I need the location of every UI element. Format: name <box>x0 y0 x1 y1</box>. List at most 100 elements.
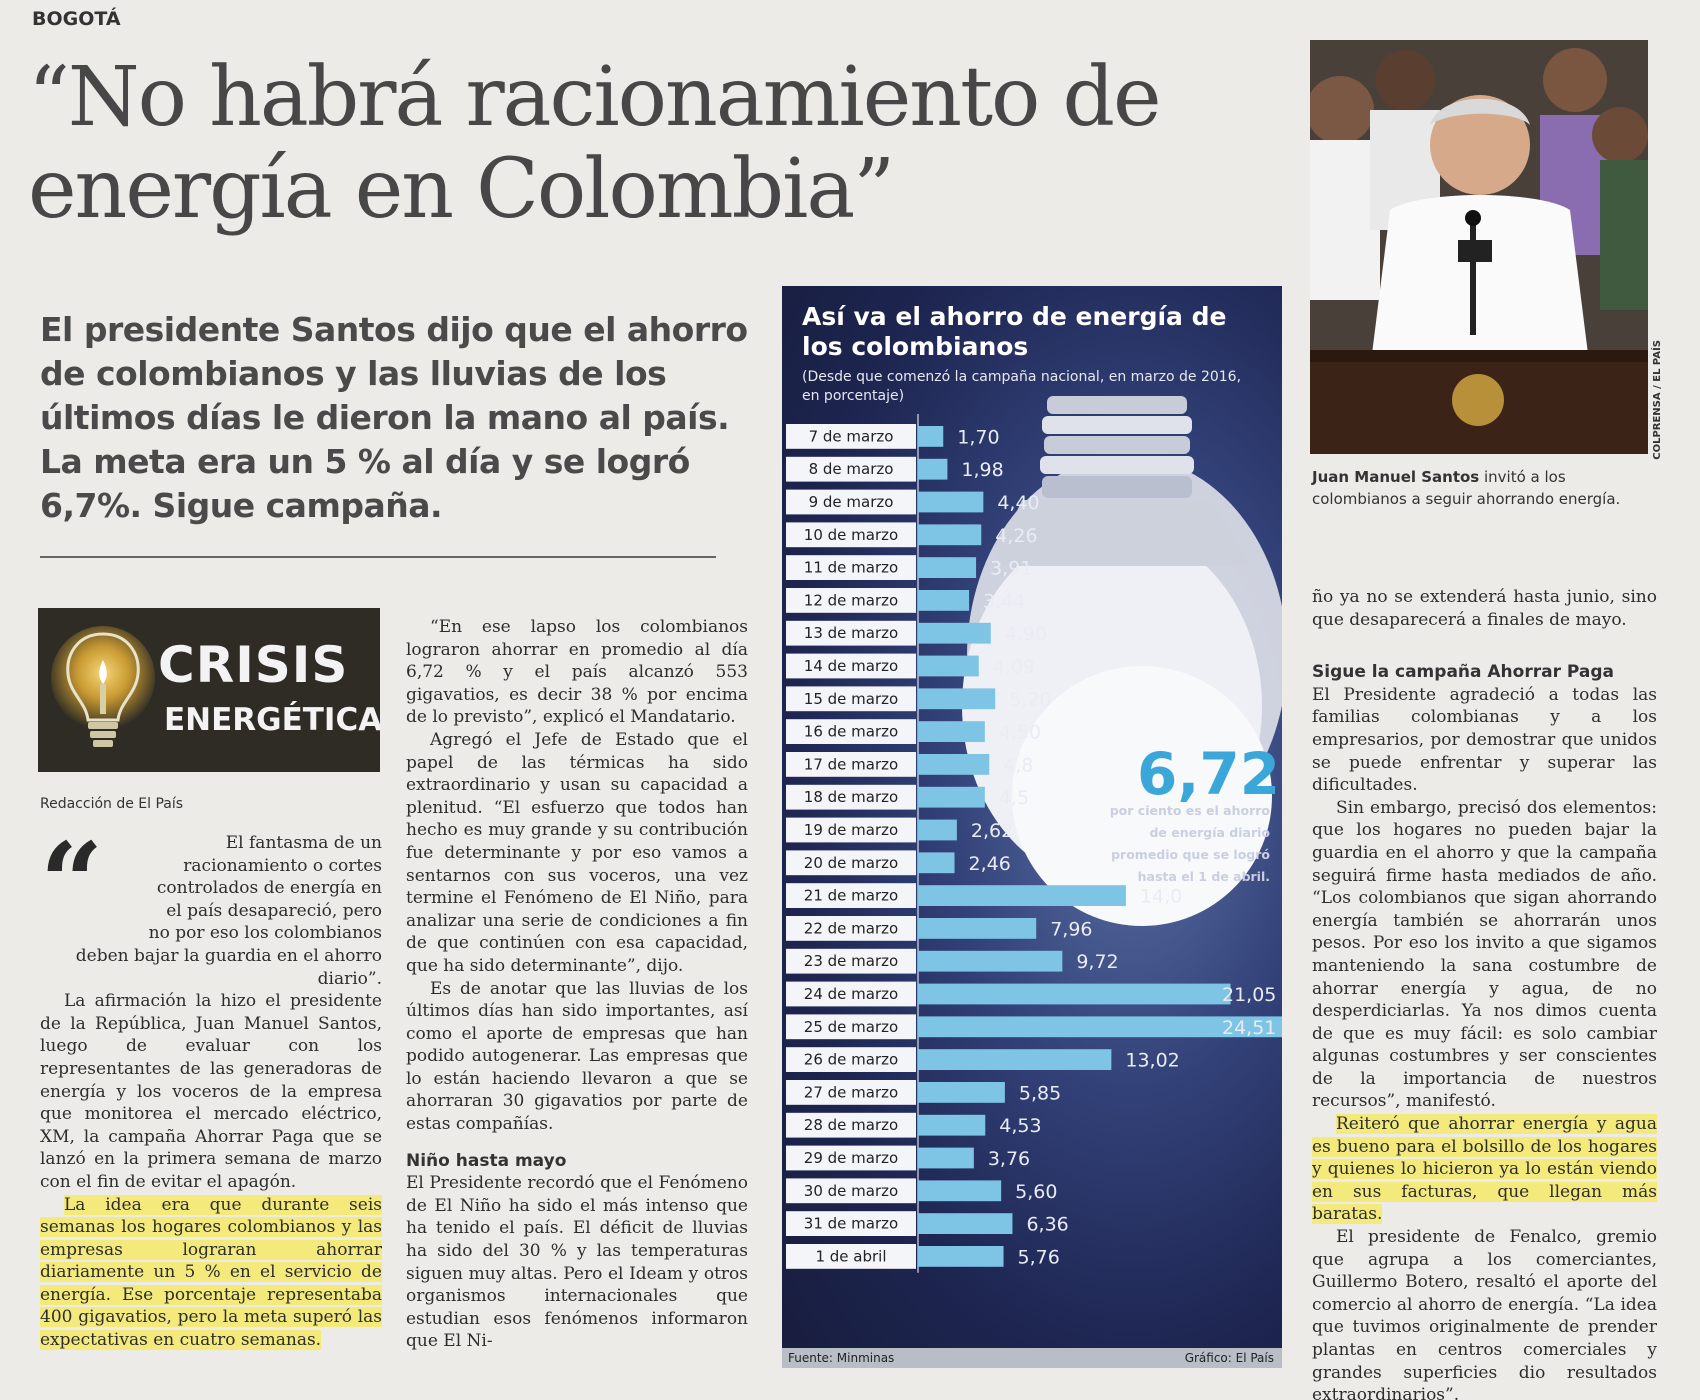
highlighted-paragraph: Reiteró que ahorrar energía y agua es bu… <box>1312 1114 1657 1225</box>
source-label: Fuente: Minminas <box>788 1351 895 1365</box>
photo-santos <box>1310 40 1648 454</box>
category-label-box <box>786 1244 916 1269</box>
average-description: por ciento es el ahorro de energía diari… <box>1109 803 1270 884</box>
value-label: 2,62 <box>971 820 1013 842</box>
bar <box>918 819 957 841</box>
category-label-box <box>786 916 916 941</box>
category-label-box <box>786 424 916 449</box>
category-label-box <box>786 1145 916 1171</box>
category-label-box <box>786 719 916 744</box>
bar <box>918 688 996 710</box>
value-label: 2,46 <box>969 853 1011 875</box>
paragraph: Agregó el Jefe de Estado que el papel de… <box>406 729 748 976</box>
bulb-illustration <box>962 396 1282 926</box>
value-label: 4,40 <box>997 492 1039 514</box>
average-value: 6,72 <box>1137 740 1281 808</box>
caption-name: Juan Manuel Santos <box>1312 468 1480 486</box>
crisis-title: CRISIS <box>158 636 349 694</box>
category-label-box <box>786 588 916 613</box>
category-label-box <box>786 1014 916 1040</box>
value-label: 1,70 <box>957 426 999 448</box>
column-1: “ El fantasma de un racionamiento o cort… <box>40 818 382 1352</box>
category-label-box <box>786 620 916 646</box>
bar <box>918 426 944 447</box>
value-label: 5,60 <box>1015 1181 1057 1203</box>
category-label-box <box>786 489 916 515</box>
category-label: 30 de marzo <box>804 1182 898 1200</box>
caption-text: invitó a los colombianos a seguir ahorra… <box>1312 468 1621 508</box>
category-label-box <box>786 1112 916 1138</box>
category-label-box <box>786 686 916 712</box>
category-label-box <box>786 817 916 843</box>
category-label: 14 de marzo <box>804 657 898 675</box>
column-3: ño ya no se extenderá hasta junio, sino … <box>1312 586 1657 1400</box>
section-subtitle: Niño hasta mayo <box>406 1150 567 1171</box>
bar <box>918 1213 1013 1234</box>
category-label-box <box>786 653 916 679</box>
value-label: 4,09 <box>993 656 1035 678</box>
value-label: 4,26 <box>995 525 1037 547</box>
bar <box>918 622 991 644</box>
category-label: 16 de marzo <box>804 723 898 741</box>
category-label: 11 de marzo <box>804 559 898 577</box>
value-label: 4,90 <box>1005 623 1047 645</box>
bar <box>918 1147 974 1169</box>
bar <box>918 1246 1004 1267</box>
category-label-box <box>786 1080 916 1105</box>
photo-caption: Juan Manuel Santos invitó a los colombia… <box>1312 466 1652 510</box>
paragraph: ño ya no se extenderá hasta junio, sino … <box>1312 587 1657 630</box>
paragraph: La afirmación la hizo el presidente de l… <box>40 991 382 1192</box>
bar <box>918 491 984 513</box>
value-label: 4,50 <box>999 722 1041 744</box>
bar <box>918 458 948 480</box>
category-label: 24 de marzo <box>804 985 898 1003</box>
category-label: 21 de marzo <box>804 887 898 905</box>
section-subtitle: Sigue la campaña Ahorrar Paga <box>1312 662 1614 683</box>
value-label: 4,5 <box>999 787 1029 809</box>
bar <box>918 786 985 808</box>
headline: “No habrá racionamiento de energía en Co… <box>28 50 1161 237</box>
category-label: 27 de marzo <box>804 1083 898 1101</box>
bar <box>918 754 990 775</box>
lead-paragraph: El fantasma de un racionamiento o cortes… <box>75 833 382 989</box>
category-label: 31 de marzo <box>804 1215 898 1233</box>
value-label: 3,91 <box>990 558 1032 580</box>
category-label: 22 de marzo <box>804 919 898 937</box>
bar <box>918 1114 986 1136</box>
value-label: 14,0 <box>1140 886 1182 908</box>
category-label-box <box>786 1047 916 1072</box>
category-label: 15 de marzo <box>804 690 898 708</box>
crisis-logo: CRISIS ENERGÉTICA <box>38 608 380 772</box>
paragraph: El Presidente agradeció a todas las fami… <box>1312 684 1657 796</box>
value-label: 1,98 <box>961 459 1003 481</box>
bar <box>918 1049 1112 1070</box>
bar <box>918 524 982 546</box>
category-label: 12 de marzo <box>804 591 898 609</box>
photo-illustration <box>1310 40 1648 454</box>
category-label-box <box>786 555 916 580</box>
value-label: 3,76 <box>988 1148 1030 1170</box>
divider <box>40 556 716 558</box>
value-label: 5,76 <box>1018 1246 1060 1268</box>
byline: Redacción de El País <box>40 796 184 812</box>
infographic: 7 de marzo 1,70 8 de marzo 1,98 9 de marzo 4,… <box>782 286 1282 1368</box>
quote-mark-icon: “ <box>40 818 104 947</box>
category-label-box <box>786 784 916 810</box>
value-label: 21,05 <box>1222 984 1276 1006</box>
category-label: 7 de marzo <box>809 427 894 445</box>
bar <box>918 557 977 578</box>
category-label-box <box>786 456 916 482</box>
bar <box>918 852 955 874</box>
category-label: 19 de marzo <box>804 821 898 839</box>
bar <box>918 1016 1282 1038</box>
lightbulb-icon <box>51 626 155 747</box>
infographic-title: Así va el ahorro de energía de los colom… <box>802 302 1227 361</box>
section-tag: BOGOTÁ <box>32 8 121 30</box>
category-label: 10 de marzo <box>804 526 898 544</box>
bar <box>918 983 1231 1005</box>
highlighted-paragraph: La idea era que durante seis semanas los… <box>40 1194 382 1351</box>
category-label: 28 de marzo <box>804 1116 898 1134</box>
category-label-box <box>786 522 916 548</box>
value-label: 7,96 <box>1050 918 1092 940</box>
value-label: 5,20 <box>1009 689 1051 711</box>
